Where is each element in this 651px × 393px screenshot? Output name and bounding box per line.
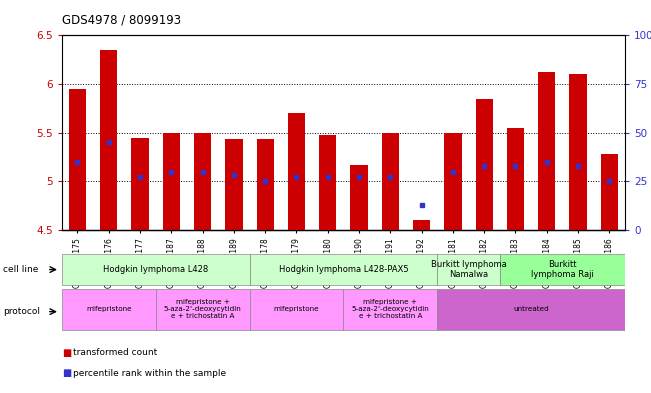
Text: transformed count: transformed count	[73, 349, 157, 357]
Text: Hodgkin lymphoma L428-PAX5: Hodgkin lymphoma L428-PAX5	[279, 265, 408, 274]
Text: Burkitt lymphoma
Namalwa: Burkitt lymphoma Namalwa	[431, 260, 506, 279]
Bar	[538, 72, 555, 230]
Bar	[156, 289, 249, 330]
Bar	[343, 289, 437, 330]
Bar	[69, 89, 86, 230]
Text: mifepristone: mifepristone	[86, 307, 132, 312]
Text: ■: ■	[62, 348, 71, 358]
Text: untreated: untreated	[513, 307, 549, 312]
Bar	[100, 50, 117, 230]
Bar	[194, 132, 211, 230]
Bar	[288, 113, 305, 230]
Bar	[381, 132, 399, 230]
Bar	[350, 165, 368, 230]
Bar	[507, 128, 524, 230]
Bar	[476, 99, 493, 230]
Bar	[62, 289, 156, 330]
Bar	[319, 134, 337, 230]
Text: percentile rank within the sample: percentile rank within the sample	[73, 369, 226, 378]
Bar	[570, 74, 587, 230]
Bar	[437, 289, 625, 330]
Bar	[444, 132, 462, 230]
Text: mifepristone: mifepristone	[273, 307, 319, 312]
Bar	[601, 154, 618, 230]
Bar	[249, 254, 437, 285]
Bar	[62, 254, 249, 285]
Bar	[249, 289, 343, 330]
Bar	[437, 254, 500, 285]
Bar	[225, 140, 243, 230]
Bar	[163, 132, 180, 230]
Text: mifepristone +
5-aza-2'-deoxycytidin
e + trichostatin A: mifepristone + 5-aza-2'-deoxycytidin e +…	[352, 299, 429, 320]
Text: Burkitt
lymphoma Raji: Burkitt lymphoma Raji	[531, 260, 594, 279]
Bar	[413, 220, 430, 230]
Bar	[256, 140, 274, 230]
Text: mifepristone +
5-aza-2'-deoxycytidin
e + trichostatin A: mifepristone + 5-aza-2'-deoxycytidin e +…	[164, 299, 242, 320]
Text: Hodgkin lymphoma L428: Hodgkin lymphoma L428	[103, 265, 208, 274]
Text: ■: ■	[62, 368, 71, 378]
Text: cell line: cell line	[3, 265, 38, 274]
Bar	[500, 254, 625, 285]
Bar	[132, 138, 148, 230]
Text: protocol: protocol	[3, 307, 40, 316]
Text: GDS4978 / 8099193: GDS4978 / 8099193	[62, 14, 181, 27]
